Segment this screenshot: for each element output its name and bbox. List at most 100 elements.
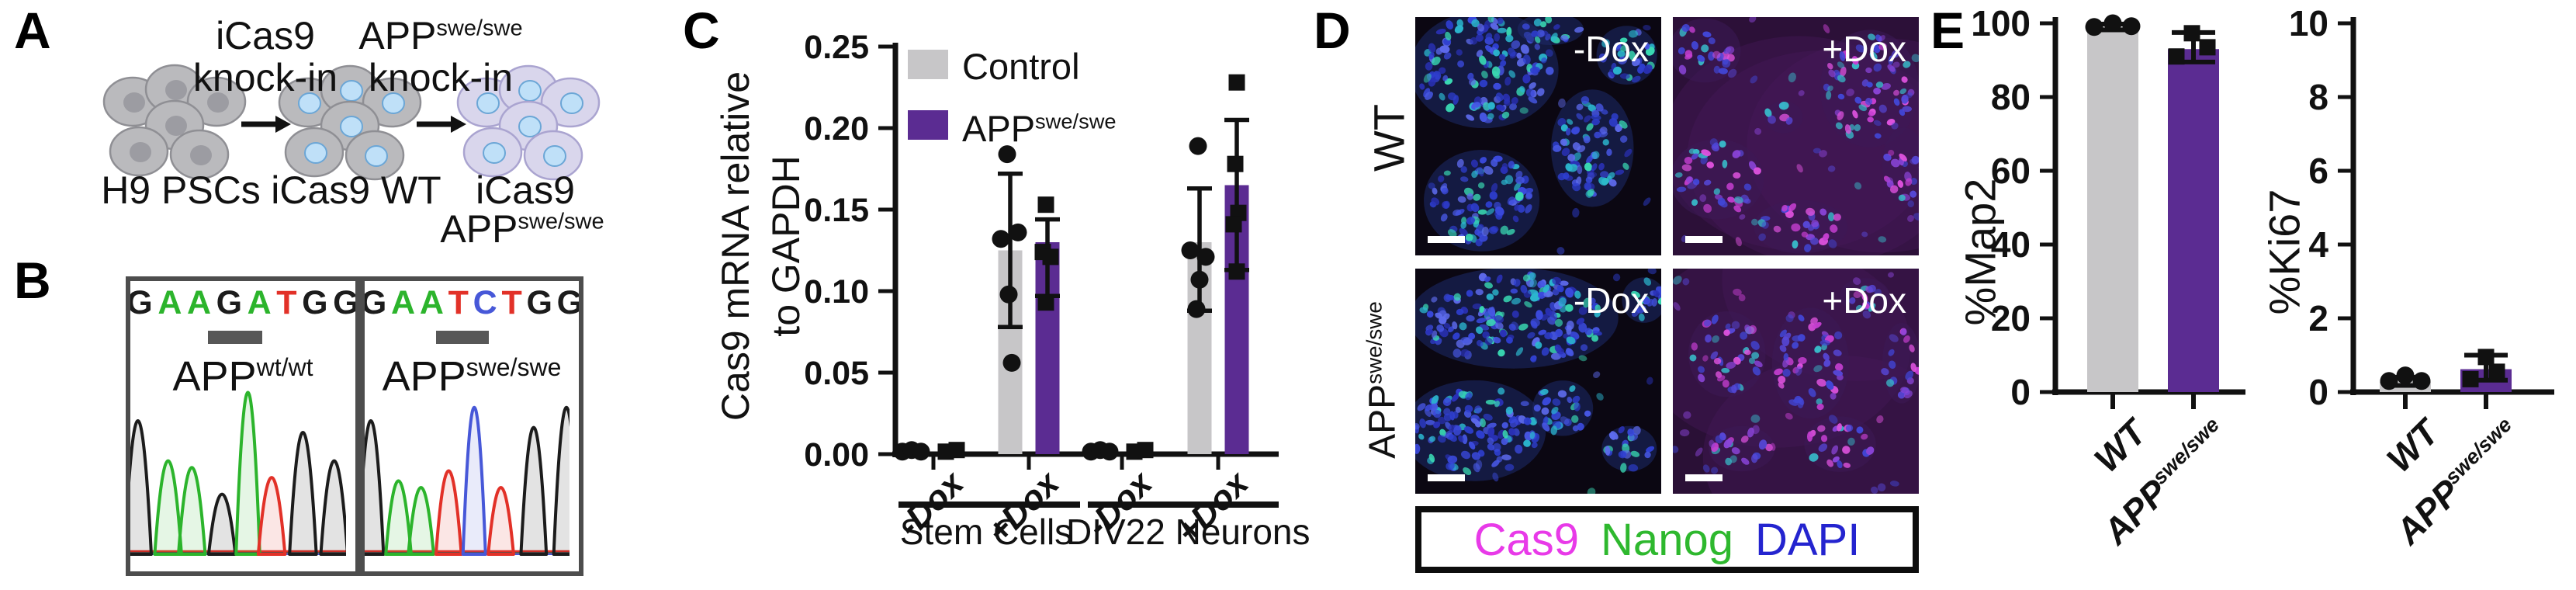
step2-app-sup: swe/swe	[436, 16, 523, 41]
group-label-div22: DIV22 Neurons	[1066, 512, 1311, 552]
stain-dapi: DAPI	[1754, 514, 1861, 565]
panel-c-letter: C	[683, 2, 720, 59]
svg-text:80: 80	[1991, 77, 2031, 117]
cluster3-app-sup: swe/swe	[518, 209, 604, 234]
svg-text:0.15: 0.15	[804, 192, 869, 229]
svg-text:0: 0	[2308, 372, 2328, 412]
cluster3-caption-line1: iCas9	[476, 168, 575, 212]
svg-text:20: 20	[1991, 298, 2031, 338]
c-y-axis-title-line2: to GAPDH	[764, 155, 808, 337]
ki67-chart: 0 2 4 6 8 10	[2289, 3, 2554, 412]
cluster3-caption-line2: APPswe/swe	[406, 206, 639, 252]
seq-letter-2: A	[419, 284, 444, 321]
micrograph-wt-plusdox: +Dox	[1673, 17, 1919, 255]
step2-label-line1: APPswe/swe	[324, 16, 557, 57]
step1-label-line2: knock-in	[192, 56, 338, 99]
seq-letter-4: A	[247, 284, 272, 321]
seq-letter-3: T	[448, 284, 469, 321]
seq-letter-3: G	[216, 284, 243, 321]
svg-text:0: 0	[2010, 372, 2031, 412]
scale-bar	[1685, 474, 1723, 481]
seq-letter-0: G	[360, 284, 387, 321]
svg-text:0.10: 0.10	[804, 273, 869, 311]
stain-nanog: Nanog	[1601, 514, 1733, 565]
genotype-label-wt: APPwt/wt	[172, 353, 313, 400]
dox-label: +Dox	[1822, 29, 1906, 69]
seq-letter-6: G	[302, 284, 328, 321]
cas9-mrna-chart: 0.00 0.05 0.10 0.15 0.20 0.25	[804, 29, 1279, 474]
seq-letter-4: C	[473, 284, 497, 321]
map2-y-axis-title: %Map2	[1955, 178, 2005, 326]
svg-text:0.25: 0.25	[804, 29, 869, 66]
micrograph-wt-minusdox: -Dox	[1415, 17, 1661, 255]
micrograph-svg	[1415, 269, 1661, 494]
step2-app: APP	[358, 14, 437, 57]
stain-legend: Cas9 Nanog DAPI	[1415, 506, 1919, 573]
svg-text:4: 4	[2308, 224, 2328, 265]
svg-text:60: 60	[1991, 151, 2031, 191]
group-label-stem-cells: Stem Cells	[899, 512, 1073, 552]
dox-label: +Dox	[1822, 280, 1906, 321]
micrograph-svg	[1673, 269, 1919, 494]
svg-text:100: 100	[1971, 3, 2031, 43]
dox-label: -Dox	[1573, 280, 1649, 321]
scale-bar	[1428, 236, 1465, 243]
panel-e-letter: E	[1930, 2, 1965, 59]
d-row-label-wt: WT	[1364, 103, 1414, 172]
c-y-axis-title-line1: Cas9 mRNA relative	[714, 71, 757, 422]
trace-svg	[365, 406, 570, 556]
seq-letter-1: A	[391, 284, 416, 321]
micrograph-app-plusdox: +Dox	[1673, 269, 1919, 494]
scale-bar	[1685, 236, 1723, 243]
trace-svg	[130, 390, 346, 556]
legend-label-appswe: APPswe/swe	[962, 108, 1117, 149]
svg-text:10: 10	[2289, 3, 2328, 43]
cluster2-caption: iCas9 WT	[271, 168, 441, 212]
map2-chart: 0 20 40 60 80 100	[1971, 3, 2245, 412]
seq-letter-5: T	[501, 284, 522, 321]
svg-text:8: 8	[2308, 77, 2328, 117]
svg-text:40: 40	[1991, 224, 2031, 265]
seq-letter-0: G	[126, 284, 153, 321]
genotype-label-swe: APPswe/swe	[382, 353, 562, 400]
panel-a-letter: A	[14, 2, 51, 59]
seq-letter-2: A	[186, 284, 212, 321]
svg-text:0.20: 0.20	[804, 110, 869, 148]
legend-swatch-appswe	[908, 110, 948, 140]
micrograph-svg	[1673, 17, 1919, 255]
step1-label-line1: iCas9	[216, 14, 315, 57]
dox-label: -Dox	[1573, 29, 1649, 69]
seq-letter-1: A	[158, 284, 182, 321]
micrograph-svg	[1415, 17, 1661, 255]
ki67-y-axis-title: %Ki67	[2259, 189, 2309, 315]
div22-underline	[1088, 502, 1279, 508]
codon-underbar	[436, 331, 489, 344]
seq-letter-7: G	[556, 284, 583, 321]
svg-text:2: 2	[2308, 298, 2328, 338]
cluster1-caption: H9 PSCs	[101, 168, 261, 212]
stain-cas9: Cas9	[1473, 514, 1580, 565]
psc-schematic	[102, 64, 601, 181]
panel-b-letter: B	[14, 252, 51, 309]
seq-letter-7: G	[333, 284, 359, 321]
step2-label-line2: knock-in	[368, 56, 514, 99]
legend-label-control: Control	[962, 46, 1080, 87]
cluster3-app: APP	[440, 207, 518, 251]
seq-letter-6: G	[526, 284, 552, 321]
svg-text:0.00: 0.00	[804, 436, 869, 474]
seq-letter-5: T	[276, 284, 297, 321]
codon-underbar	[208, 331, 262, 344]
micrograph-app-minusdox: -Dox	[1415, 269, 1661, 494]
svg-text:0.05: 0.05	[804, 355, 869, 392]
panel-d-letter: D	[1314, 2, 1351, 59]
legend-swatch-control	[908, 50, 948, 79]
svg-text:6: 6	[2308, 151, 2328, 191]
d-row-label-appswe: APPswe/swe	[1362, 301, 1404, 459]
scale-bar	[1428, 474, 1465, 481]
